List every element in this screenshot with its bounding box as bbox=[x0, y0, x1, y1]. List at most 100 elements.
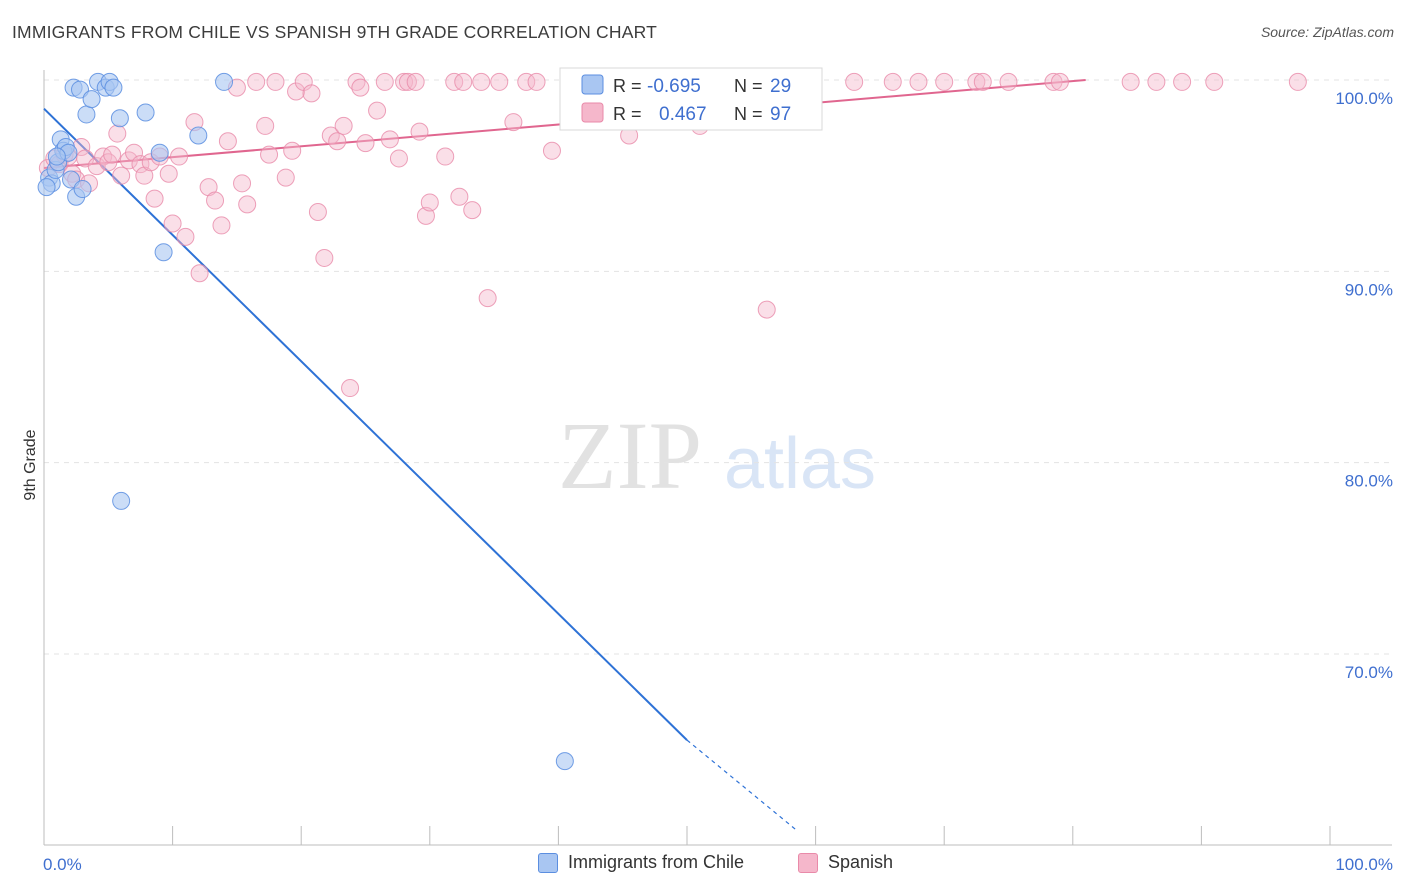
point-spanish-48 bbox=[328, 132, 347, 151]
point-spanish-28 bbox=[190, 264, 209, 283]
point-chile-8 bbox=[62, 170, 81, 189]
point-spanish-70 bbox=[478, 289, 497, 308]
point-spanish-82 bbox=[757, 300, 776, 319]
point-spanish-54 bbox=[368, 101, 387, 120]
legend-label-spanish: Spanish bbox=[828, 852, 894, 872]
point-spanish-31 bbox=[212, 216, 231, 235]
legend-swatch-spanish bbox=[581, 102, 604, 123]
legend-r-value-spanish: 0.467 bbox=[659, 104, 707, 125]
point-spanish-50 bbox=[341, 379, 360, 398]
point-spanish-24 bbox=[163, 214, 182, 233]
legend-r-value-chile: -0.695 bbox=[647, 76, 701, 97]
point-spanish-36 bbox=[247, 72, 266, 91]
watermark-atlas: atlas bbox=[724, 424, 876, 504]
point-spanish-60 bbox=[406, 72, 425, 91]
point-spanish-71 bbox=[490, 72, 509, 91]
y-tick-label-3: 70.0% bbox=[1345, 663, 1393, 682]
y-tick-label-1: 90.0% bbox=[1345, 280, 1393, 299]
point-spanish-17 bbox=[125, 143, 144, 162]
point-spanish-34 bbox=[233, 174, 252, 193]
point-spanish-23 bbox=[159, 164, 178, 183]
point-spanish-40 bbox=[276, 168, 295, 187]
point-spanish-30 bbox=[206, 191, 225, 210]
point-chile-28 bbox=[47, 147, 66, 166]
point-spanish-75 bbox=[542, 141, 561, 160]
y-tick-label-0: 100.0% bbox=[1335, 89, 1393, 108]
legend-r-label-spanish: R = bbox=[613, 104, 642, 124]
point-chile-26 bbox=[555, 752, 574, 771]
point-spanish-85 bbox=[883, 72, 902, 91]
legend-label-chile: Immigrants from Chile bbox=[568, 852, 745, 872]
point-spanish-37 bbox=[256, 116, 275, 135]
point-spanish-66 bbox=[450, 187, 469, 206]
point-spanish-21 bbox=[145, 189, 164, 208]
legend-item-spanish[interactable]: Spanish bbox=[798, 852, 893, 873]
point-spanish-59 bbox=[398, 72, 417, 91]
point-spanish-65 bbox=[445, 72, 464, 91]
legend-n-label-chile: N = bbox=[734, 76, 763, 96]
point-spanish-26 bbox=[176, 227, 195, 246]
axes: 100.0% 90.0% 80.0% 70.0% bbox=[43, 70, 1393, 846]
legend-item-chile[interactable]: Immigrants from Chile bbox=[538, 852, 744, 873]
point-spanish-93 bbox=[1121, 72, 1140, 91]
point-spanish-42 bbox=[287, 82, 306, 101]
point-spanish-44 bbox=[302, 84, 321, 103]
point-spanish-32 bbox=[218, 132, 237, 151]
point-chile-24 bbox=[189, 126, 208, 145]
point-spanish-57 bbox=[389, 149, 408, 168]
watermark-zip: ZIP bbox=[558, 402, 702, 509]
point-spanish-61 bbox=[410, 122, 429, 141]
chart-title: IMMIGRANTS FROM CHILE VS SPANISH 9TH GRA… bbox=[12, 22, 657, 42]
legend-r-label-chile: R = bbox=[613, 76, 642, 96]
gridlines bbox=[44, 79, 1392, 655]
point-spanish-55 bbox=[375, 72, 394, 91]
point-spanish-15 bbox=[112, 166, 131, 185]
point-chile-11 bbox=[71, 80, 90, 99]
trend-line-chile bbox=[43, 107, 688, 741]
point-spanish-53 bbox=[356, 134, 375, 153]
point-spanish-84 bbox=[845, 72, 864, 91]
source-label: Source: ZipAtlas.com bbox=[1260, 24, 1394, 40]
y-tick-label-2: 80.0% bbox=[1345, 472, 1393, 491]
point-spanish-97 bbox=[1288, 72, 1307, 91]
point-spanish-41 bbox=[283, 141, 302, 160]
point-spanish-45 bbox=[308, 203, 327, 222]
trend-line-chile-extension bbox=[686, 739, 797, 831]
x-tick-label-min: 0.0% bbox=[43, 855, 82, 874]
point-chile-20 bbox=[112, 491, 131, 510]
point-spanish-46 bbox=[315, 248, 334, 267]
point-spanish-13 bbox=[103, 145, 122, 164]
point-spanish-92 bbox=[1050, 72, 1069, 91]
legend-swatch-chile bbox=[581, 74, 604, 95]
y-axis-label: 9th Grade bbox=[22, 429, 39, 500]
point-spanish-62 bbox=[416, 206, 435, 225]
point-spanish-74 bbox=[527, 72, 546, 91]
point-spanish-39 bbox=[266, 72, 285, 91]
point-spanish-10 bbox=[87, 157, 106, 176]
point-spanish-11 bbox=[94, 147, 113, 166]
point-spanish-68 bbox=[463, 201, 482, 220]
point-spanish-67 bbox=[454, 72, 473, 91]
point-spanish-96 bbox=[1205, 72, 1224, 91]
point-spanish-87 bbox=[935, 72, 954, 91]
legend-box bbox=[559, 67, 823, 131]
point-chile-27 bbox=[37, 178, 56, 197]
x-tick-label-max: 100.0% bbox=[1335, 855, 1393, 874]
point-spanish-91 bbox=[1044, 72, 1063, 91]
point-chile-12 bbox=[73, 180, 92, 199]
point-spanish-73 bbox=[517, 72, 536, 91]
point-spanish-69 bbox=[472, 72, 491, 91]
point-spanish-94 bbox=[1147, 72, 1166, 91]
legend-n-value-chile: 29 bbox=[770, 76, 791, 97]
bottom-legend: Immigrants from Chile Spanish bbox=[0, 850, 1406, 880]
point-spanish-35 bbox=[238, 195, 257, 214]
legend-n-value-spanish: 97 bbox=[770, 104, 791, 125]
point-spanish-64 bbox=[436, 147, 455, 166]
correlation-legend: R = -0.695 N = 29 R = 0.467 N = 97 bbox=[559, 67, 823, 131]
point-spanish-88 bbox=[967, 72, 986, 91]
point-spanish-38 bbox=[260, 145, 279, 164]
point-spanish-90 bbox=[999, 72, 1018, 91]
point-spanish-89 bbox=[973, 72, 992, 91]
point-spanish-52 bbox=[351, 78, 370, 97]
